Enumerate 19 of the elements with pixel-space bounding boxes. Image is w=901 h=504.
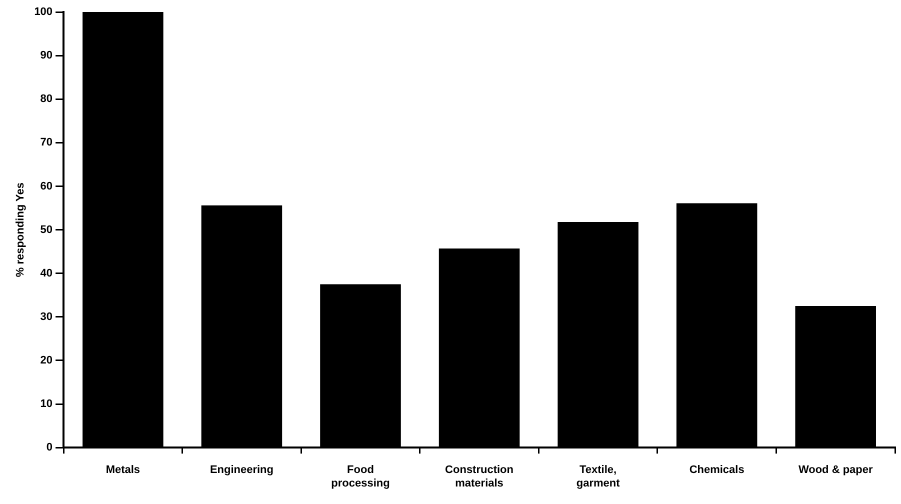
x-tick-label: Construction materials	[445, 464, 514, 490]
x-tick-label: Wood & paper	[798, 464, 874, 476]
x-tick-label: Engineering	[210, 464, 274, 476]
y-tick-label: 40	[40, 267, 53, 280]
y-tick-label: 80	[40, 93, 53, 106]
y-tick-label: 70	[40, 136, 53, 149]
y-tick-label: 90	[40, 50, 53, 62]
x-tick-label: Chemicals	[689, 464, 744, 476]
y-tick-label: 100	[34, 6, 53, 18]
y-axis-title: % responding Yes	[14, 182, 27, 278]
y-tick-label: 30	[40, 310, 53, 323]
y-tick-label: 50	[40, 224, 53, 236]
x-tick-label: Metals	[106, 464, 140, 476]
y-tick-label: 60	[40, 180, 53, 192]
y-tick-label: 20	[40, 354, 53, 367]
y-tick-label: 0	[46, 442, 53, 454]
x-tick-label: Food processing	[331, 464, 390, 490]
y-tick-label: 10	[40, 398, 53, 410]
x-tick-label: Textile, garment	[576, 464, 620, 490]
